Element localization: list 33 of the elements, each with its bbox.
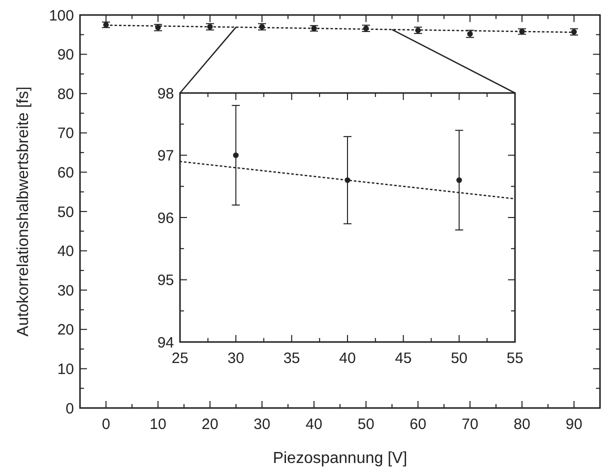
x-tick-label: 80: [514, 416, 530, 433]
x-tick-label: 50: [450, 350, 468, 367]
y-tick-label: 94: [157, 334, 174, 352]
y-tick-label: 70: [57, 125, 74, 142]
x-tick-label: 25: [172, 350, 188, 367]
y-tick-label: 20: [57, 322, 74, 339]
y-tick-label: 98: [157, 85, 174, 102]
x-tick-label: 0: [102, 416, 110, 433]
x-tick-label: 90: [566, 416, 582, 433]
y-tick-label: 60: [57, 164, 74, 182]
x-tick-label: 30: [254, 416, 270, 433]
x-tick-label: 40: [306, 416, 322, 433]
x-axis-title: Piezospannung [V]: [272, 450, 408, 467]
y-tick-label: 0: [66, 400, 74, 418]
y-tick-label: 90: [57, 46, 74, 64]
x-tick-label: 40: [339, 350, 356, 367]
x-tick-label: 20: [202, 416, 218, 433]
y-tick-label: 50: [57, 204, 74, 221]
y-tick-label: 80: [57, 86, 74, 103]
x-tick-label: 35: [283, 350, 300, 367]
y-tick-label: 95: [157, 272, 174, 289]
y-tick-label: 40: [57, 243, 74, 260]
x-tick-label: 70: [462, 416, 478, 433]
y-axis-title: Autokorrelationshalbwertsbreite [fs]: [15, 86, 32, 336]
x-tick-label: 50: [358, 416, 374, 433]
y-tick-label: 100: [48, 7, 74, 24]
y-tick-label: 97: [157, 148, 174, 164]
x-tick-label: 45: [394, 350, 412, 367]
y-tick-label: 30: [57, 282, 74, 300]
y-tick-label: 96: [157, 210, 174, 227]
x-tick-label: 30: [227, 350, 244, 367]
x-tick-label: 55: [506, 350, 524, 367]
x-tick-label: 60: [410, 416, 426, 433]
